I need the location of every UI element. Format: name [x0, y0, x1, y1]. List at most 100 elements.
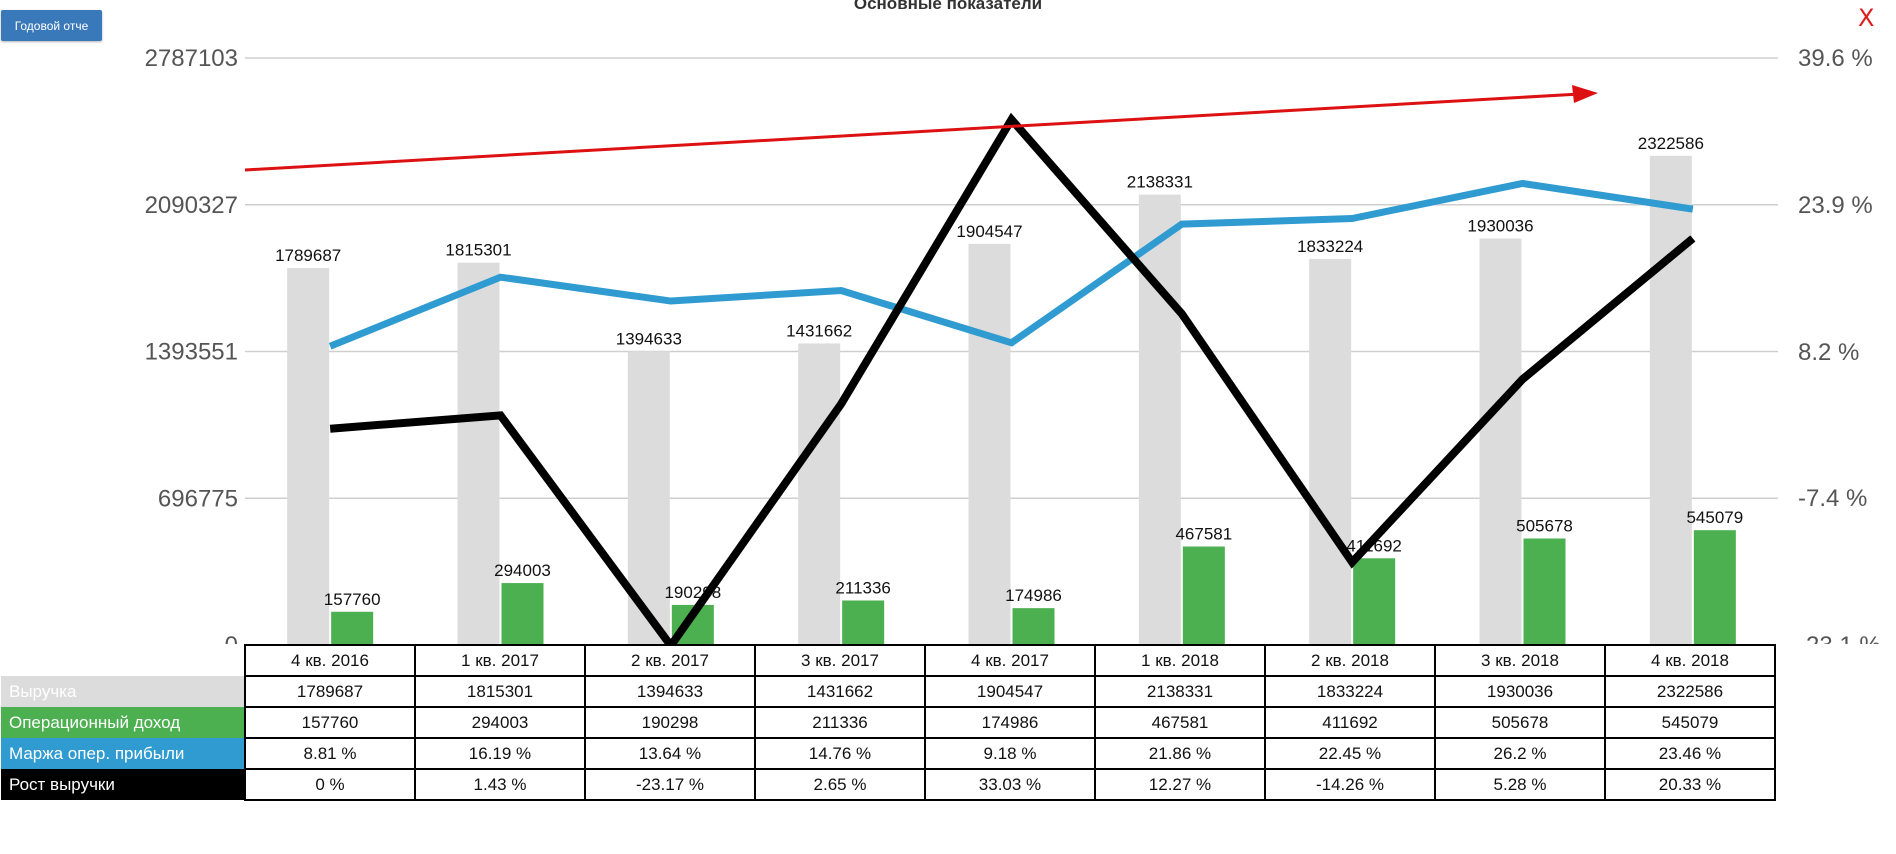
table-cell: 13.64 % [584, 737, 756, 770]
operating-income-bar [1353, 558, 1396, 644]
left-axis-tick-label: 0 [225, 632, 238, 644]
table-cell: 23.46 % [1604, 737, 1776, 770]
table-cell: 5.28 % [1434, 768, 1606, 801]
operating-income-bar [1523, 538, 1566, 644]
category-label: 3 кв. 2017 [754, 644, 926, 677]
revenue-bar-label: 1815301 [445, 241, 511, 260]
operating-income-bar-label: 467581 [1175, 525, 1232, 544]
table-row: Рост выручки 0 % 1.43 % -23.17 % 2.65 % 33.03… [1, 768, 1776, 801]
category-label: 2 кв. 2017 [584, 644, 756, 677]
revenue-bar-label: 1930036 [1467, 217, 1533, 236]
table-cell: 1789687 [244, 675, 416, 708]
series-name-label: Операционный доход [1, 707, 245, 738]
revenue-bar-label: 2138331 [1127, 173, 1193, 192]
operating-income-bar-label: 211336 [835, 578, 890, 597]
revenue-bar-label: 1904547 [956, 222, 1022, 241]
category-label: 4 кв. 2016 [244, 644, 416, 677]
category-label: 1 кв. 2017 [414, 644, 586, 677]
table-cell: 2.65 % [754, 768, 926, 801]
category-label: 4 кв. 2017 [924, 644, 1096, 677]
left-axis-tick-label: 696775 [158, 485, 238, 512]
category-label: 3 кв. 2018 [1434, 644, 1606, 677]
operating-income-bar-label: 157760 [324, 590, 381, 609]
table-cell: 1815301 [414, 675, 586, 708]
revenue-bar [1479, 238, 1522, 644]
right-axis-tick-label: 23.9 % [1798, 192, 1873, 219]
table-cell: 1930036 [1434, 675, 1606, 708]
category-label: 2 кв. 2018 [1264, 644, 1436, 677]
table-cell: 8.81 % [244, 737, 416, 770]
table-cell: 545079 [1604, 706, 1776, 739]
category-label: 1 кв. 2018 [1094, 644, 1266, 677]
operating-income-bar [331, 611, 374, 644]
table-cell: 1833224 [1264, 675, 1436, 708]
revenue-bar [1138, 194, 1181, 644]
table-cell: 21.86 % [1094, 737, 1266, 770]
right-axis-tick-label: -7.4 % [1798, 485, 1867, 512]
table-cell: 14.76 % [754, 737, 926, 770]
table-row: Операционный доход 157760 294003 190298 2113… [1, 706, 1776, 739]
revenue-growth-line [329, 112, 1696, 644]
table-cell: 294003 [414, 706, 586, 739]
table-row: Маржа опер. прибыли 8.81 % 16.19 % 13.64 % 1… [1, 737, 1776, 770]
revenue-bar [798, 343, 841, 644]
table-cell: 9.18 % [924, 737, 1096, 770]
revenue-bar-label: 1394633 [616, 329, 682, 348]
left-axis-tick-label: 2090327 [145, 192, 238, 219]
series-name-label: Выручка [1, 676, 245, 707]
operating-income-bar [842, 600, 885, 644]
revenue-bar [457, 262, 500, 644]
table-cell: 1904547 [924, 675, 1096, 708]
table-cell: 174986 [924, 706, 1096, 739]
table-cell: 190298 [584, 706, 756, 739]
table-row: Выручка 1789687 1815301 1394633 1431662 19045… [1, 675, 1776, 708]
revenue-bar [968, 243, 1011, 644]
chart: 0 696775 1393551 2090327 2787103 -23.1 % -7.4 … [145, 45, 1881, 644]
revenue-bar-label: 2322586 [1638, 134, 1704, 153]
table-cell: 0 % [244, 768, 416, 801]
margin-line [328, 179, 1694, 350]
revenue-bar [1309, 258, 1352, 644]
table-cell: 211336 [754, 706, 926, 739]
table-corner [1, 645, 245, 676]
table-cell: -14.26 % [1264, 768, 1436, 801]
category-label: 4 кв. 2018 [1604, 644, 1776, 677]
right-axis-tick-label: -23.1 % [1798, 632, 1881, 644]
operating-income-bar [501, 583, 544, 644]
table-cell: 1431662 [754, 675, 926, 708]
operating-income-bar [1182, 546, 1225, 644]
operating-income-bar-label: 545079 [1686, 508, 1743, 527]
table-cell: 12.27 % [1094, 768, 1266, 801]
revenue-bar-label: 1431662 [786, 321, 852, 340]
right-axis-tick-label: 8.2 % [1798, 339, 1859, 366]
trend-arrow-line [244, 92, 1581, 172]
table-cell: 1.43 % [414, 768, 586, 801]
right-axis-tick-label: 39.6 % [1798, 45, 1873, 72]
table-cell: 2322586 [1604, 675, 1776, 708]
table-cell: 467581 [1094, 706, 1266, 739]
table-cell: 33.03 % [924, 768, 1096, 801]
revenue-bar-label: 1789687 [275, 246, 341, 265]
revenue-bar-label: 1833224 [1297, 237, 1363, 256]
table-cell: -23.17 % [584, 768, 756, 801]
operating-income-bar-label: 174986 [1005, 586, 1062, 605]
table-cell: 411692 [1264, 706, 1436, 739]
close-button[interactable]: X [1858, 4, 1875, 32]
table-cell: 22.45 % [1264, 737, 1436, 770]
table-cell: 26.2 % [1434, 737, 1606, 770]
series-name-label: Маржа опер. прибыли [1, 738, 245, 769]
operating-income-bar [1693, 530, 1736, 644]
table-cell: 1394633 [584, 675, 756, 708]
operating-income-bar-label: 505678 [1516, 516, 1573, 535]
table-cell: 505678 [1434, 706, 1606, 739]
chart-title: Основные показатели [853, 0, 1043, 13]
left-axis-tick-label: 1393551 [145, 339, 238, 366]
table-cell: 16.19 % [414, 737, 586, 770]
operating-income-bar [1012, 608, 1055, 644]
left-axis-tick-label: 2787103 [145, 45, 238, 72]
trend-arrow-head [1572, 85, 1598, 103]
revenue-bar [287, 268, 330, 644]
operating-income-bar-label: 294003 [494, 561, 551, 580]
annual-report-button[interactable]: Годовой отче [1, 10, 102, 41]
series-name-label: Рост выручки [1, 769, 245, 800]
